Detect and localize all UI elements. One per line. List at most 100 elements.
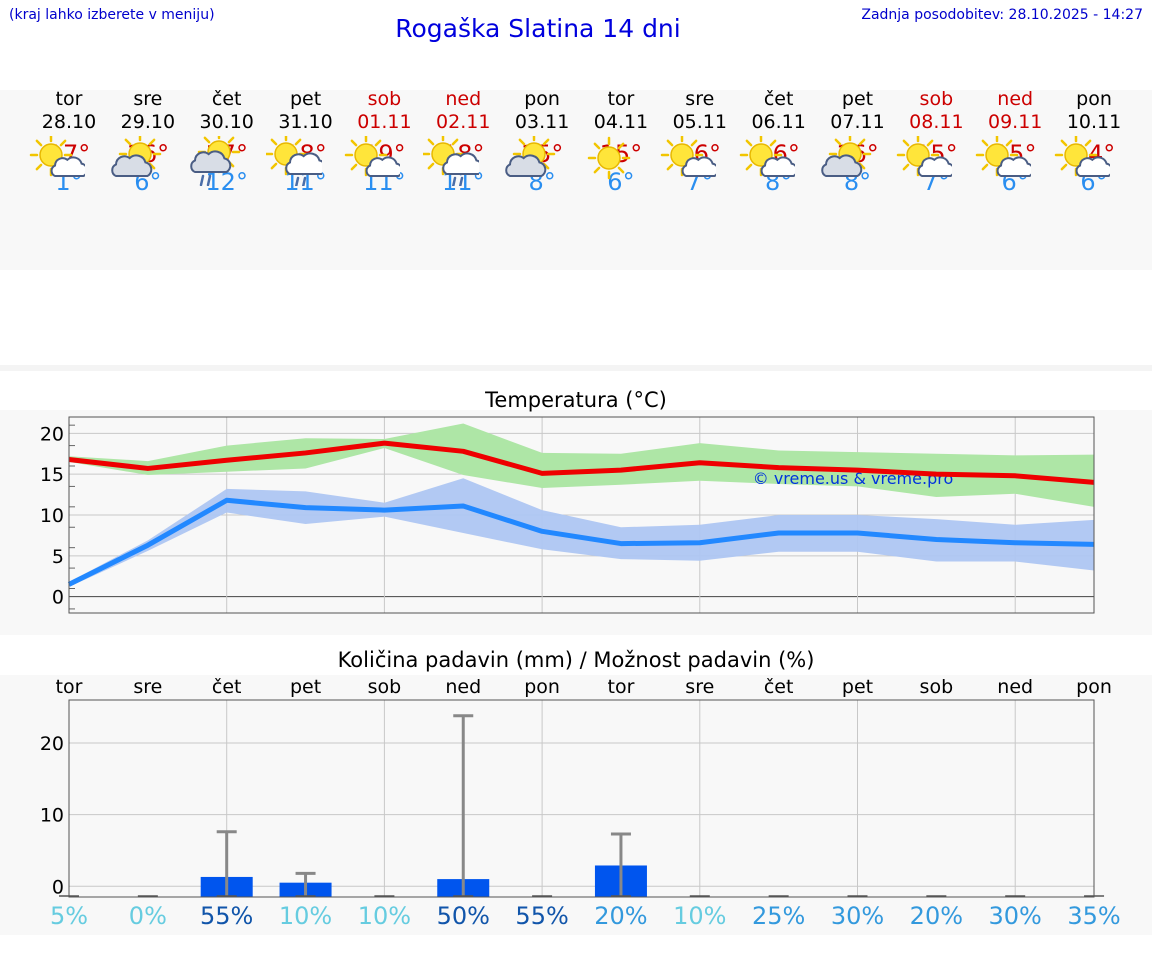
sun-cloud-icon	[975, 136, 1032, 177]
cloud-sun-rain-icon	[189, 136, 240, 186]
daily-forecast: tor28.1017°1°sre29.1016°6°čet30.1017°12°…	[0, 88, 1152, 270]
precip-probability: 55%	[515, 902, 569, 930]
day-date: 10.11	[1066, 111, 1122, 133]
temperature-chart-title: Temperatura (°C)	[485, 388, 667, 412]
precipitation-chart-title: Količina padavin (mm) / Možnost padavin …	[337, 648, 815, 672]
max-temp-range-band	[69, 423, 1095, 507]
y-tick-label: 20	[40, 423, 64, 445]
precip-probability: 10%	[278, 902, 333, 930]
y-tick-label: 0	[52, 587, 64, 609]
day-name: ned	[445, 88, 482, 110]
plot-frame	[68, 699, 1095, 898]
precip-probability: 10%	[357, 902, 412, 930]
sun-cloud-icon	[897, 136, 953, 177]
day-name: sob	[919, 88, 954, 110]
plot-frame	[68, 416, 1095, 614]
sun-cloud-rain-icon	[423, 136, 480, 186]
day-name: tor	[55, 88, 83, 110]
precip-probability: 30%	[830, 902, 885, 930]
day-date: 05.11	[672, 111, 727, 133]
precipitation-chart: 0 10 20 tor sre čet pet sob ned pon tor sre čet pet so…	[40, 676, 1112, 898]
x-tick-label: čet	[212, 676, 242, 698]
precip-probability: 30%	[988, 902, 1042, 930]
day-name: tor	[607, 88, 635, 110]
min-temp-range-band	[69, 478, 1095, 587]
precip-probability: 25%	[751, 902, 806, 930]
x-tick-label: sre	[685, 676, 714, 698]
cloud-sun-icon	[111, 136, 162, 177]
y-tick-label: 5	[52, 546, 64, 568]
precip-probability: 20%	[909, 902, 964, 930]
x-tick-label: pet	[842, 676, 873, 698]
sun-cloud-rain-icon	[265, 136, 322, 186]
day-column: tor 04.11 15° 6°	[581, 88, 661, 196]
x-tick-label: pon	[1076, 676, 1112, 698]
sun-icon	[587, 136, 631, 180]
day-name: pon	[1076, 88, 1112, 110]
day-date: 02.11	[436, 111, 491, 133]
precip-probability: 0%	[128, 902, 167, 930]
x-tick-label: sre	[133, 676, 162, 698]
x-tick-label: ned	[445, 676, 481, 698]
day-name: ned	[997, 88, 1034, 110]
day-date: 04.11	[593, 111, 649, 133]
cloud-sun-icon	[820, 136, 871, 177]
y-tick-label: 20	[40, 733, 64, 755]
sun-cloud-icon	[739, 136, 795, 177]
forecast-band	[0, 90, 1152, 270]
day-date: 30.10	[199, 111, 254, 133]
sun-cloud-icon	[345, 136, 401, 177]
day-date: 29.10	[120, 111, 176, 133]
day-name: pet	[841, 88, 874, 110]
day-date: 07.11	[830, 111, 885, 133]
day-date: 28.10	[41, 111, 97, 133]
y-tick-label: 0	[52, 876, 64, 898]
plot-area	[69, 700, 1094, 897]
x-tick-label: tor	[56, 676, 83, 698]
x-tick-label: ned	[997, 676, 1033, 698]
day-name: sre	[133, 88, 163, 110]
day-date: 08.11	[909, 111, 964, 133]
x-tick-label: sob	[368, 676, 402, 698]
last-updated: Zadnja posodobitev: 28.10.2025 - 14:27	[861, 7, 1143, 23]
x-tick-label: sob	[920, 676, 954, 698]
min-temp-line	[67, 497, 1095, 587]
precip-probability: 55%	[200, 902, 254, 930]
day-name: pon	[524, 88, 560, 110]
day-name: sob	[367, 88, 402, 110]
sun-cloud-icon	[660, 136, 716, 177]
x-tick-label: pet	[290, 676, 321, 698]
sun-cloud-icon	[1054, 136, 1111, 177]
precip-probability: 35%	[1067, 902, 1121, 930]
precip-probability: 20%	[594, 902, 648, 930]
precip-probability: 5%	[49, 902, 89, 930]
sun-cloud-icon	[29, 136, 85, 177]
day-date: 06.11	[751, 111, 806, 133]
location-hint: (kraj lahko izberete v meniju)	[9, 7, 215, 23]
divider	[0, 365, 1152, 371]
day-name: pet	[289, 88, 322, 110]
y-tick-label: 10	[40, 805, 64, 827]
max-temp-line	[68, 440, 1095, 485]
day-date: 01.11	[357, 111, 412, 133]
y-tick-label: 15	[40, 464, 64, 486]
x-tick-label: čet	[764, 676, 794, 698]
day-name: čet	[211, 88, 242, 110]
day-name: čet	[763, 88, 794, 110]
day-date: 31.10	[278, 111, 333, 133]
temp-min: 6°	[607, 168, 635, 196]
day-name: sre	[685, 88, 715, 110]
day-date: 09.11	[987, 111, 1043, 133]
